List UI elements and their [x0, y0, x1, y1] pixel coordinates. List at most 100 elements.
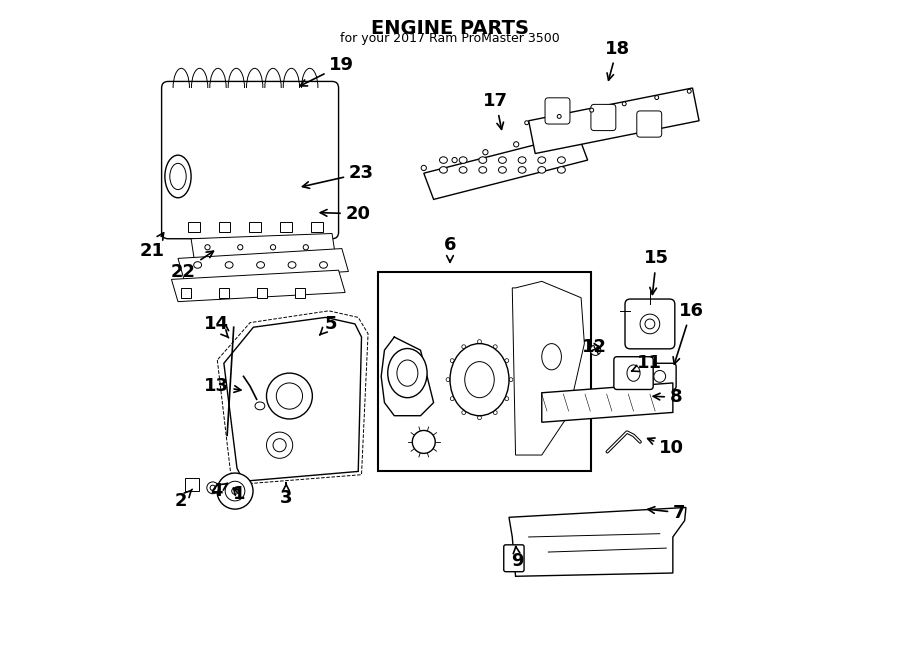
Bar	[184, 478, 199, 491]
Ellipse shape	[388, 348, 427, 398]
Ellipse shape	[622, 102, 626, 106]
Ellipse shape	[225, 481, 245, 501]
Ellipse shape	[627, 365, 640, 381]
FancyBboxPatch shape	[614, 357, 653, 389]
Polygon shape	[509, 508, 686, 576]
Text: 12: 12	[581, 338, 607, 356]
Ellipse shape	[397, 360, 418, 386]
Ellipse shape	[464, 362, 494, 398]
FancyBboxPatch shape	[545, 98, 570, 124]
Ellipse shape	[320, 262, 328, 268]
Text: 14: 14	[203, 315, 229, 338]
Ellipse shape	[238, 245, 243, 250]
Text: 17: 17	[483, 92, 508, 130]
Ellipse shape	[645, 319, 655, 329]
Text: 6: 6	[444, 236, 456, 262]
Ellipse shape	[493, 410, 497, 414]
Text: 9: 9	[511, 546, 524, 570]
Ellipse shape	[439, 167, 447, 173]
Ellipse shape	[270, 245, 275, 250]
Polygon shape	[171, 270, 345, 301]
Bar	[181, 288, 191, 297]
Ellipse shape	[518, 157, 526, 163]
Ellipse shape	[542, 344, 562, 369]
Ellipse shape	[207, 482, 219, 494]
Ellipse shape	[518, 167, 526, 173]
FancyBboxPatch shape	[162, 81, 338, 239]
Ellipse shape	[273, 439, 286, 451]
Ellipse shape	[170, 163, 186, 190]
Ellipse shape	[514, 141, 518, 147]
Bar	[257, 288, 267, 297]
FancyBboxPatch shape	[644, 364, 676, 389]
Ellipse shape	[462, 410, 465, 414]
Bar	[311, 222, 323, 232]
Ellipse shape	[412, 430, 436, 453]
Ellipse shape	[479, 167, 487, 173]
Text: ENGINE PARTS: ENGINE PARTS	[371, 19, 529, 38]
Ellipse shape	[505, 397, 508, 401]
Ellipse shape	[478, 340, 482, 344]
Ellipse shape	[538, 167, 545, 173]
Ellipse shape	[590, 108, 594, 112]
Polygon shape	[528, 88, 699, 153]
Ellipse shape	[194, 262, 202, 268]
Ellipse shape	[538, 157, 545, 163]
Text: 20: 20	[320, 205, 371, 223]
Ellipse shape	[231, 488, 239, 494]
Ellipse shape	[499, 167, 507, 173]
Ellipse shape	[256, 262, 265, 268]
Text: 11: 11	[632, 354, 662, 372]
Ellipse shape	[525, 121, 528, 125]
Text: 19: 19	[300, 56, 355, 86]
Text: 23: 23	[302, 164, 374, 188]
Polygon shape	[191, 233, 336, 260]
Bar	[219, 222, 230, 232]
Bar	[220, 288, 230, 297]
Ellipse shape	[544, 134, 550, 139]
Text: 5: 5	[320, 315, 337, 335]
FancyBboxPatch shape	[504, 545, 524, 572]
Ellipse shape	[482, 149, 488, 155]
Ellipse shape	[640, 314, 660, 334]
Bar	[295, 288, 305, 297]
Text: 4: 4	[210, 482, 228, 500]
Text: 21: 21	[140, 233, 165, 260]
Text: 15: 15	[644, 249, 669, 294]
Text: 7: 7	[648, 504, 686, 522]
Ellipse shape	[499, 157, 507, 163]
Ellipse shape	[210, 485, 215, 490]
Text: 1: 1	[233, 485, 245, 504]
Ellipse shape	[575, 126, 580, 132]
Text: 8: 8	[653, 389, 682, 407]
Text: 10: 10	[648, 438, 684, 457]
Text: 13: 13	[203, 377, 241, 395]
Bar	[249, 222, 261, 232]
Polygon shape	[224, 317, 362, 481]
Ellipse shape	[217, 473, 253, 509]
FancyBboxPatch shape	[591, 104, 616, 131]
Ellipse shape	[266, 432, 292, 458]
Polygon shape	[542, 383, 673, 422]
Ellipse shape	[421, 165, 427, 171]
FancyBboxPatch shape	[637, 111, 662, 137]
Ellipse shape	[655, 96, 659, 100]
Text: 18: 18	[605, 40, 630, 80]
Ellipse shape	[479, 157, 487, 163]
Ellipse shape	[288, 262, 296, 268]
Bar	[188, 222, 200, 232]
Polygon shape	[424, 134, 588, 200]
Ellipse shape	[462, 345, 465, 349]
Ellipse shape	[439, 157, 447, 163]
Text: for your 2017 Ram ProMaster 3500: for your 2017 Ram ProMaster 3500	[340, 32, 560, 45]
Ellipse shape	[450, 359, 454, 363]
Ellipse shape	[557, 114, 562, 118]
Ellipse shape	[688, 89, 691, 93]
Text: 2: 2	[175, 489, 193, 510]
Polygon shape	[512, 282, 584, 455]
Ellipse shape	[450, 344, 509, 416]
Ellipse shape	[557, 167, 565, 173]
Text: 3: 3	[280, 483, 292, 506]
Ellipse shape	[165, 155, 191, 198]
Text: 16: 16	[673, 302, 704, 364]
